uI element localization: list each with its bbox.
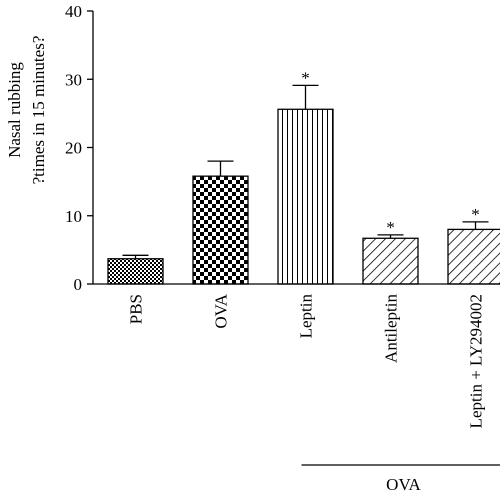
bar	[362, 237, 419, 285]
x-tick-label: Leptin + LY294002	[467, 294, 486, 428]
x-tick-label: Antileptin	[382, 294, 401, 363]
y-tick-label: 40	[65, 2, 82, 21]
y-axis-title: Nasal rubbing ?times in 15 minutes?	[5, 36, 48, 185]
bar	[192, 175, 249, 285]
bar	[447, 228, 500, 285]
x-tick-label: Leptin	[297, 294, 316, 339]
group-bracket: OVA	[301, 464, 500, 494]
y-tick-label: 0	[74, 275, 83, 294]
bars-group: * * *	[107, 68, 500, 285]
bar	[107, 258, 164, 285]
x-axis: PBS OVA Leptin Antileptin Leptin + LY294002	[93, 283, 500, 428]
group-bracket-label: OVA	[386, 475, 421, 494]
y-axis-title-line2: ?times in 15 minutes?	[29, 36, 48, 185]
bar	[277, 108, 334, 285]
x-tick-label: OVA	[212, 293, 231, 328]
y-tick-label: 20	[65, 139, 82, 158]
significance-marker: *	[386, 218, 395, 237]
y-tick-label: 10	[65, 207, 82, 226]
y-tick-label: 30	[65, 70, 82, 89]
significance-marker: *	[471, 205, 480, 224]
x-tick-label: PBS	[127, 294, 146, 324]
significance-marker: *	[301, 68, 310, 87]
y-axis: 0 10 20 30 40	[65, 2, 94, 294]
y-axis-title-line1: Nasal rubbing	[5, 62, 24, 158]
